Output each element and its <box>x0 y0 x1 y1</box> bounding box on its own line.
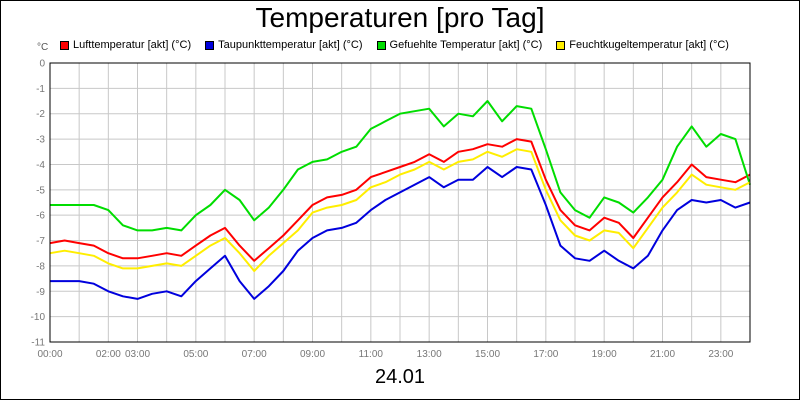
y-tick-label: -11 <box>31 338 45 349</box>
legend-label-taupunkttemperatur: Taupunkttemperatur [akt] (°C) <box>218 39 363 51</box>
legend-label-gefuehlte-temperatur: Gefuehlte Temperatur [akt] (°C) <box>389 39 543 51</box>
series-line-2 <box>50 100 751 232</box>
x-tick-label: 21:00 <box>650 349 675 360</box>
y-tick-label: -5 <box>36 185 45 196</box>
x-tick-label: 17:00 <box>533 349 558 360</box>
legend-item-taupunkttemperatur: Taupunkttemperatur [akt] (°C) <box>205 38 363 52</box>
legend-item-feuchtkugeltemperatur: Feuchtkugeltemperatur [akt] (°C) <box>556 38 729 52</box>
chart-legend: Lufttemperatur [akt] (°C) Taupunkttemper… <box>60 38 729 52</box>
y-tick-label: 0 <box>39 59 45 70</box>
series-line-3 <box>49 148 751 272</box>
x-tick-label: 23:00 <box>708 349 733 360</box>
y-tick-label: -9 <box>36 287 45 298</box>
x-tick-label: 07:00 <box>242 349 267 360</box>
x-tick-label: 09:00 <box>300 349 325 360</box>
y-tick-label: -10 <box>31 312 46 323</box>
y-tick-label: -1 <box>36 84 45 95</box>
y-tick-label: -4 <box>36 160 45 171</box>
x-tick-label: 13:00 <box>417 349 442 360</box>
chart-title: Temperaturen [pro Tag] <box>255 2 545 33</box>
series-line-0 <box>49 138 751 262</box>
x-axis-date-label: 24.01 <box>374 366 426 388</box>
legend-item-lufttemperatur: Lufttemperatur [akt] (°C) <box>60 38 191 52</box>
y-tick-label: -8 <box>36 261 45 272</box>
x-tick-label: 05:00 <box>183 349 208 360</box>
legend-swatch-lufttemperatur <box>60 40 69 50</box>
legend-swatch-taupunkttemperatur <box>205 40 215 50</box>
x-tick-label: 19:00 <box>592 349 617 360</box>
x-tick-label: 03:00 <box>125 349 150 360</box>
x-tick-label: 02:00 <box>96 349 121 360</box>
y-tick-label: -3 <box>36 135 45 146</box>
y-tick-label: -7 <box>36 236 45 247</box>
x-tick-label: 15:00 <box>475 349 500 360</box>
series-line-1 <box>50 166 751 300</box>
plot-border <box>49 62 751 343</box>
legend-label-lufttemperatur: Lufttemperatur [akt] (°C) <box>73 39 192 51</box>
x-tick-label: 11:00 <box>359 349 384 360</box>
legend-swatch-gefuehlte-temperatur <box>376 40 386 50</box>
y-tick-label: -2 <box>36 109 45 120</box>
x-tick-label: 00:00 <box>37 349 62 360</box>
legend-label-feuchtkugeltemperatur: Feuchtkugeltemperatur [akt] (°C) <box>569 39 729 51</box>
y-axis-unit-label: °C <box>37 42 49 53</box>
y-tick-label: -6 <box>36 211 45 222</box>
legend-item-gefuehlte-temperatur: Gefuehlte Temperatur [akt] (°C) <box>376 38 543 52</box>
legend-swatch-feuchtkugeltemperatur <box>556 40 566 50</box>
